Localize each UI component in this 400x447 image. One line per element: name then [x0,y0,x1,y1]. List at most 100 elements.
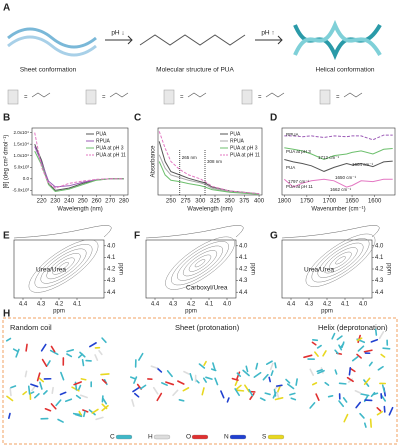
caption: Sheet conformation [20,67,77,74]
x-axis-label: Wavelength (nm) [57,207,102,213]
bond [77,384,82,391]
bond [274,397,284,401]
bond [355,401,362,409]
bond [338,382,347,385]
bond [327,395,334,398]
bond [339,342,345,349]
y-tick-label: 4.1 [375,255,384,261]
bond [234,388,240,397]
bond [89,342,97,348]
series-line [158,161,260,195]
y-tick-label: 4.4 [239,290,248,296]
atom-label: O [186,434,191,441]
bond [235,384,242,391]
legend-label: PUA [96,131,107,137]
bond [79,394,88,399]
equals: = [180,95,184,101]
bond [311,341,317,346]
bond [134,392,140,398]
y-axis-label: Absorbance [151,145,157,178]
bond [322,350,327,357]
bond [74,413,83,418]
y-axis-label: [θ] (deg cm² dmol⁻¹) [4,135,10,189]
contour [329,251,352,269]
equals: = [102,95,106,101]
y-tick-label: -5.0x10³ [12,188,29,193]
bond [336,335,343,341]
bond [269,362,274,371]
bond [295,378,298,386]
bond [370,338,379,343]
bond [231,377,239,381]
y-axis-label: ppm [385,263,391,275]
bond [25,343,28,352]
bond [78,410,83,417]
contour [40,248,87,284]
x-tick-label: 300 [195,199,206,205]
y-tick-label: 4.1 [239,255,248,261]
panel-label: D [270,113,277,124]
legend-icon [85,89,97,105]
x-tick-label: 220 [37,199,48,205]
bond [30,383,39,388]
legend-structure [343,92,363,98]
bond [183,370,190,375]
atom-swatch [267,434,285,440]
bond [214,377,219,386]
bond [346,376,354,383]
bond [130,376,136,380]
bond [182,387,190,392]
x-tick-label: 250 [166,199,177,205]
bond [348,367,352,376]
bond [152,386,159,395]
x-tick-label: 270 [105,199,116,205]
helix [293,19,382,57]
x-tick-label: 250 [78,199,89,205]
atom-swatch [115,434,133,440]
annotation: Carboxyl/Urea [186,285,228,292]
contour [34,244,93,289]
ph-label: pH ↓ [111,30,124,37]
contour [323,247,358,274]
legend-structure [31,92,51,98]
bond [303,354,313,359]
bond [234,379,239,386]
bond [83,410,86,418]
x-tick-label: 400 [254,199,265,205]
bond [55,399,62,407]
legend-row: = = = = = [7,89,363,105]
y-tick-label: 5.0x10³ [14,164,30,169]
panel-label: E [3,231,10,242]
molecule [139,34,246,46]
y-tick-label: 4.2 [239,267,248,273]
legend-label: PUA at pH 3 [230,145,258,151]
bond [226,397,230,403]
caption: Molecular structure of PUA [156,67,234,74]
bond [178,398,185,402]
bond [40,343,47,352]
bond [91,408,99,414]
x-tick-label: 260 [91,199,102,205]
bond [356,353,362,359]
x-tick-label: 4.1 [205,302,214,308]
structure-title: Random coil [10,323,52,332]
bond [80,378,87,381]
legend-label: RPUA [96,138,111,144]
bond [50,345,56,353]
annotation: Urea/Urea [36,267,66,274]
legend-icon [7,89,19,105]
y-tick-label: 4.3 [375,278,384,284]
x-tick-label: 4.0 [359,302,368,308]
bond [212,362,216,371]
bond [156,367,163,373]
bond [342,397,348,403]
series-line [284,159,393,172]
bond [8,412,11,419]
structure-title: Sheet (protonation) [175,323,240,332]
series-line [283,178,393,188]
bond [51,386,54,395]
x-tick-label: 240 [64,199,75,205]
series-label: PUA [286,165,295,170]
series-line [34,132,124,189]
contour [182,250,218,277]
